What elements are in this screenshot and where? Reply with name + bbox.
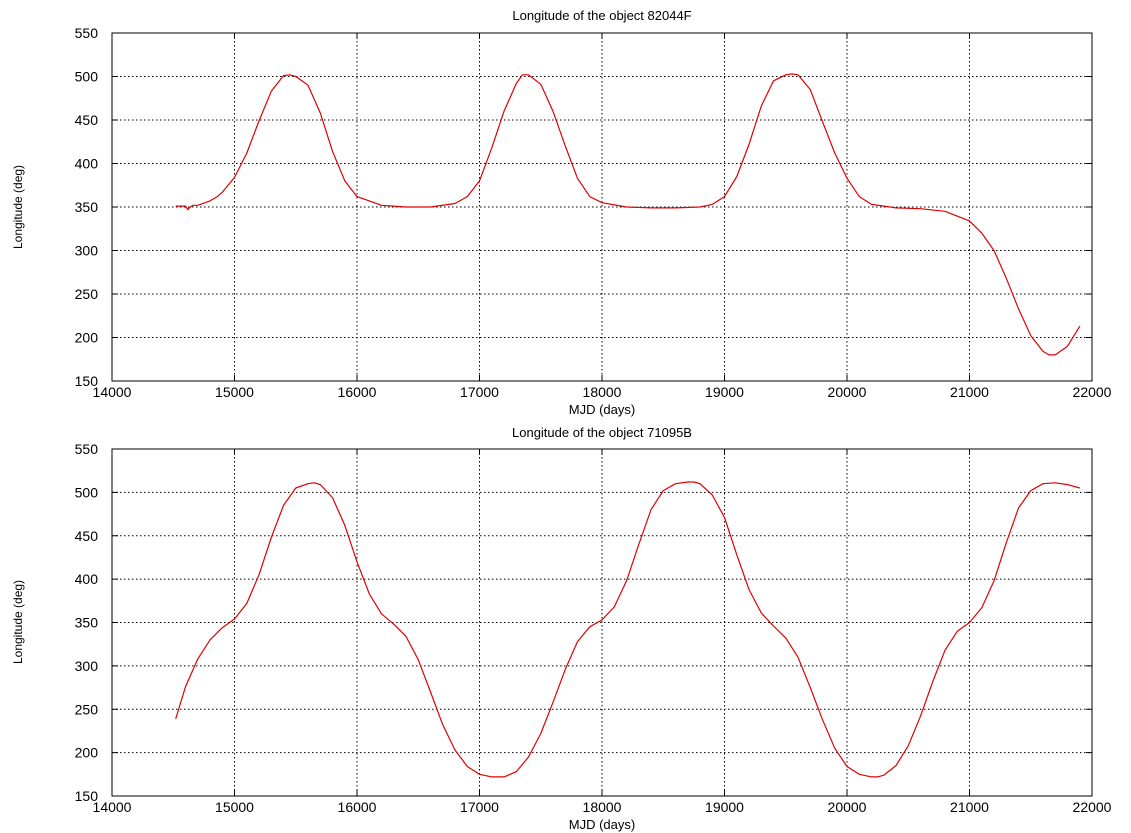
- y-tick-label: 250: [75, 286, 99, 302]
- y-tick-label: 550: [75, 25, 99, 41]
- x-tick-label: 17000: [460, 384, 499, 400]
- x-tick-label: 20000: [828, 799, 867, 815]
- x-tick-label: 22000: [1073, 384, 1112, 400]
- x-axis-label: MJD (days): [569, 402, 635, 417]
- y-tick-label: 300: [75, 658, 99, 674]
- y-axis-label: Longitude (deg): [11, 580, 25, 664]
- x-tick-label: 18000: [583, 384, 622, 400]
- x-tick-label: 18000: [583, 799, 622, 815]
- axis-ticks: [111, 32, 1093, 382]
- y-tick-label: 550: [75, 441, 99, 457]
- y-axis-label: Longitude (deg): [11, 165, 25, 249]
- x-tick-labels: 14000 15000 16000 17000 18000 19000 20000 21000…: [93, 799, 1112, 815]
- x-tick-label: 21000: [950, 799, 989, 815]
- y-tick-label: 150: [75, 373, 99, 389]
- x-tick-label: 17000: [460, 799, 499, 815]
- y-tick-label: 450: [75, 528, 99, 544]
- x-tick-label: 16000: [338, 384, 377, 400]
- x-tick-label: 16000: [338, 799, 377, 815]
- y-tick-label: 350: [75, 199, 99, 215]
- y-tick-label: 500: [75, 69, 99, 85]
- x-tick-label: 14000: [93, 799, 132, 815]
- series-line: [175, 481, 1080, 778]
- x-tick-label: 19000: [705, 384, 744, 400]
- x-axis-label: MJD (days): [569, 817, 635, 832]
- x-tick-label: 14000: [93, 384, 132, 400]
- chart-82044f: Longitude of the object 82044F 14000 1500…: [11, 8, 1112, 417]
- grid: [112, 33, 1092, 381]
- series-line: [175, 73, 1081, 356]
- chart-title: Longitude of the object 71095B: [512, 425, 692, 440]
- y-tick-label: 200: [75, 745, 99, 761]
- y-tick-label: 400: [75, 156, 99, 172]
- y-tick-labels: 150 200 250 300 350 400 450 500 550: [75, 441, 99, 804]
- grid: [112, 449, 1092, 796]
- y-tick-label: 450: [75, 112, 99, 128]
- y-tick-label: 300: [75, 243, 99, 259]
- y-tick-label: 500: [75, 484, 99, 500]
- x-tick-labels: 14000 15000 16000 17000 18000 19000 20000 21000…: [93, 384, 1112, 400]
- y-tick-label: 150: [75, 788, 99, 804]
- x-tick-label: 21000: [950, 384, 989, 400]
- x-tick-label: 20000: [828, 384, 867, 400]
- x-tick-label: 19000: [705, 799, 744, 815]
- y-tick-labels: 150 200 250 300 350 400 450 500 550: [75, 25, 99, 389]
- chart-title: Longitude of the object 82044F: [512, 8, 691, 23]
- x-tick-label: 22000: [1073, 799, 1112, 815]
- y-tick-label: 400: [75, 571, 99, 587]
- axis-ticks: [111, 448, 1093, 797]
- x-tick-label: 15000: [215, 384, 254, 400]
- y-tick-label: 250: [75, 701, 99, 717]
- x-tick-label: 15000: [215, 799, 254, 815]
- y-tick-label: 200: [75, 330, 99, 346]
- y-tick-label: 350: [75, 615, 99, 631]
- chart-71095b: Longitude of the object 71095B 14000 1500…: [11, 425, 1112, 832]
